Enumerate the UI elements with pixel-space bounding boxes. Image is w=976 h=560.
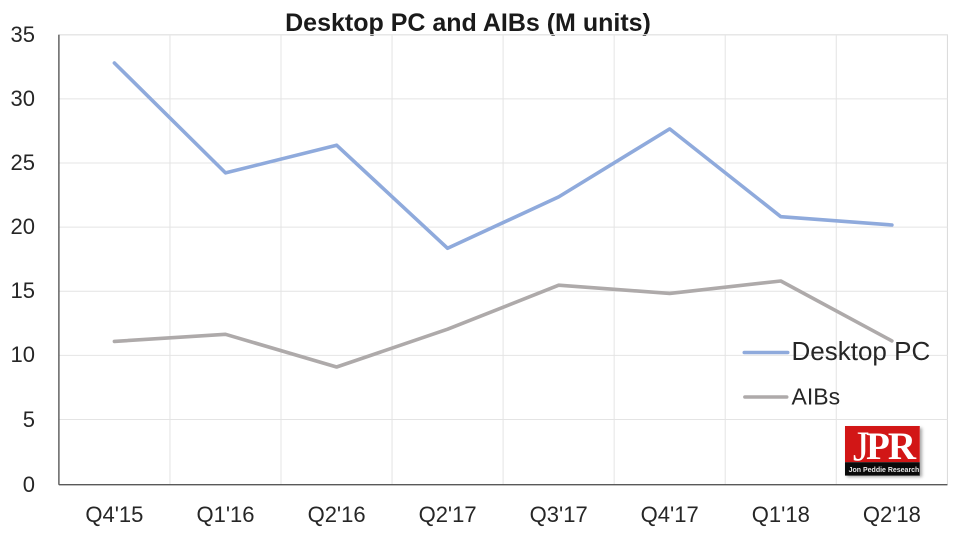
svg-text:AIBs: AIBs xyxy=(792,384,841,410)
svg-text:Desktop PC: Desktop PC xyxy=(792,336,931,366)
